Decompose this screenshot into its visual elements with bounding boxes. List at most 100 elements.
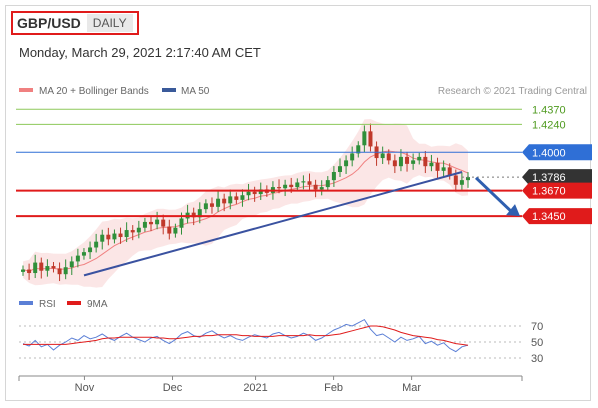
candle-body (51, 266, 56, 269)
candle-body (234, 196, 239, 200)
level-label-1.4240: 1.4240 (532, 119, 566, 131)
x-tick-label-Mar: Mar (402, 382, 421, 394)
candle-body (466, 177, 470, 181)
candle-body (81, 252, 86, 256)
legend-label-rsi: RSI (39, 299, 56, 310)
candle-body (197, 209, 202, 218)
candle-body (69, 261, 74, 268)
pair-label: GBP/USD (17, 15, 81, 31)
level-label-1.3450: 1.3450 (532, 211, 566, 223)
level-label-1.4370: 1.4370 (532, 104, 566, 116)
legend-label-ma50: MA 50 (181, 86, 210, 97)
candle-body (283, 184, 288, 189)
x-axis: Nov Dec 2021 Feb Mar (18, 375, 523, 394)
legend-label-9ma: 9MA (87, 299, 108, 310)
candle-body (392, 160, 397, 167)
forecast-arrow (474, 176, 520, 217)
credit-text: Research © 2021 Trading Central (438, 86, 587, 97)
bollinger-band (23, 119, 468, 288)
level-label-1.3670: 1.3670 (532, 186, 566, 198)
candle-body (344, 160, 349, 167)
arrow-head (506, 204, 520, 217)
legend-label-ma20: MA 20 + Bollinger Bands (39, 86, 149, 97)
candle-body (398, 156, 403, 167)
candle-body (429, 162, 434, 167)
trendline (83, 171, 463, 277)
candle-body (337, 166, 342, 172)
rsi-tick-30: 30 (531, 353, 543, 365)
rsi-series-9MA (23, 325, 469, 346)
level-tag-1.3670 (522, 182, 592, 199)
legend-swatch-9ma (67, 301, 81, 305)
candle-body (75, 255, 80, 262)
candle-body (88, 247, 93, 253)
candle-body (179, 218, 184, 228)
arrow-shaft (474, 176, 514, 214)
timestamp: Monday, March 29, 2021 2:17:40 AM CET (19, 45, 261, 60)
candle-body (252, 191, 257, 195)
candle-body (319, 187, 324, 190)
candle-body (57, 268, 62, 275)
candle-body (453, 175, 458, 185)
ma20-line (22, 150, 469, 272)
candle-body (447, 167, 452, 176)
rsi-panel: 70 50 30 (19, 318, 543, 365)
main-legend: MA 20 + Bollinger Bands MA 50 (19, 86, 210, 97)
candle-body (240, 195, 245, 200)
candle-body (149, 221, 154, 225)
legend-swatch-ma50 (162, 88, 176, 92)
candle-body (124, 230, 129, 238)
candle-body (441, 167, 446, 171)
x-tick-label-Dec: Dec (163, 382, 183, 394)
candle-body (27, 269, 32, 274)
candle-body (191, 212, 196, 218)
candle-body (368, 131, 373, 147)
candle-body (45, 266, 50, 271)
candle-body (350, 153, 355, 161)
candle-body (405, 156, 410, 164)
candlesticks (21, 123, 470, 282)
rsi-legend: RSI 9MA (19, 299, 108, 310)
candle-body (209, 203, 214, 207)
candle-body (216, 198, 221, 207)
candle-body (94, 241, 99, 248)
level-label-1.3786: 1.3786 (532, 172, 566, 184)
instrument-header[interactable]: GBP/USD DAILY (11, 11, 139, 35)
candle-body (331, 172, 336, 181)
legend-swatch-rsi (19, 301, 33, 305)
candle-body (246, 191, 251, 196)
period-badge[interactable]: DAILY (86, 14, 133, 32)
candle-body (173, 227, 178, 234)
candle-body (386, 153, 391, 161)
candle-body (362, 131, 367, 146)
candle-body (423, 156, 428, 167)
price-levels: 1.4370 1.4240 1.4000 1.3786 1.3670 1.3450 (16, 104, 592, 225)
candle-body (313, 184, 318, 190)
candle-body (380, 153, 385, 159)
candle-body (222, 198, 227, 204)
rsi-tick-70: 70 (531, 321, 543, 333)
level-label-1.4000: 1.4000 (532, 147, 566, 159)
candle-body (203, 203, 208, 210)
bollinger-area (23, 119, 468, 288)
x-tick-label-Nov: Nov (75, 382, 95, 394)
rsi-tick-50: 50 (531, 337, 543, 349)
candle-body (118, 233, 123, 238)
candle-body (21, 269, 25, 272)
candle-body (155, 219, 160, 225)
level-tag-1.4000 (522, 144, 592, 161)
candle-body (33, 262, 38, 274)
candle-body (106, 234, 111, 240)
candle-body (167, 226, 172, 234)
candle-body (325, 180, 330, 188)
candle-body (459, 180, 464, 185)
level-tag-1.3786 (522, 169, 592, 186)
legend-swatch-ma20 (19, 88, 33, 92)
candle-body (417, 156, 422, 161)
x-tick-label-2021: 2021 (243, 382, 267, 394)
candle-body (301, 181, 306, 183)
candle-body (161, 219, 166, 227)
candle-body (295, 182, 300, 188)
candle-body (356, 145, 361, 154)
